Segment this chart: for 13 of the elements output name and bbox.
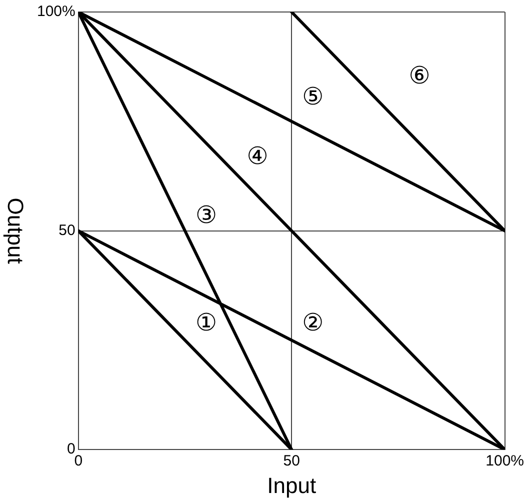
y-tick-label: 100% (36, 3, 76, 20)
y-axis-title: Output (2, 198, 28, 264)
x-tick-label: 100% (486, 452, 524, 470)
series-label: ① (196, 308, 218, 336)
y-tick-label: 50 (58, 222, 76, 239)
series-label: ⑤ (302, 82, 324, 111)
x-axis-title: Input (267, 472, 316, 498)
series-label: ⑥ (408, 62, 430, 90)
y-tick-label: 0 (67, 440, 76, 458)
series-label: ② (302, 308, 324, 336)
x-tick-label: 50 (283, 452, 300, 470)
series-label: ④ (246, 142, 268, 170)
series-label: ③ (196, 200, 218, 229)
